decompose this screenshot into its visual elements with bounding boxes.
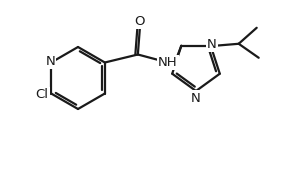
Text: N: N: [191, 91, 201, 104]
Text: N: N: [207, 38, 216, 51]
Text: Cl: Cl: [36, 88, 49, 101]
Text: NH: NH: [158, 56, 178, 69]
Text: O: O: [135, 15, 145, 28]
Text: N: N: [45, 55, 55, 68]
